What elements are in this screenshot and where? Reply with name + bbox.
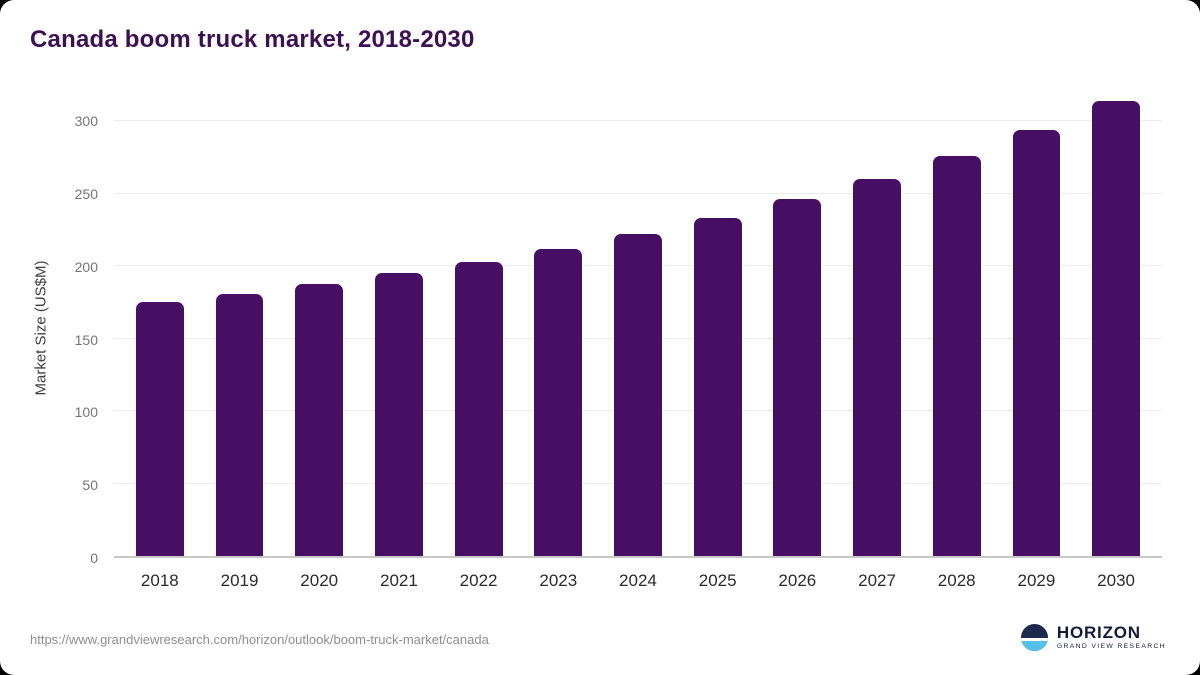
x-axis-tick-label: 2023 xyxy=(539,571,578,590)
bar-2018 xyxy=(135,302,184,556)
y-axis-title-text: Market Size (US$M) xyxy=(32,260,50,396)
y-axis-title: Market Size (US$M) xyxy=(26,98,56,558)
bar-2021 xyxy=(375,273,423,556)
bar-slot xyxy=(758,98,838,556)
bar-slot xyxy=(598,98,678,556)
bar-slot xyxy=(439,98,519,556)
bar-slot xyxy=(917,98,997,556)
y-axis-tick-label: 0 xyxy=(90,550,98,566)
bar-2027 xyxy=(853,179,901,556)
y-axis-tick-label: 200 xyxy=(74,258,98,275)
x-axis-tick-label: 2027 xyxy=(858,571,896,590)
y-axis-tick-labels: 0 50 100 150 200 250 300 xyxy=(56,98,114,566)
y-axis-tick-label: 150 xyxy=(74,331,98,348)
x-axis-tick-label: 2025 xyxy=(698,571,737,590)
x-axis-tick-label: 2019 xyxy=(220,571,259,590)
x-axis-tick-label: 2018 xyxy=(140,571,179,590)
logo-name: HORIZON xyxy=(1056,623,1141,643)
y-axis-tick-label: 100 xyxy=(74,404,98,421)
bar-slot xyxy=(518,98,598,556)
bar-2020 xyxy=(295,283,344,556)
gridline xyxy=(114,120,1162,122)
x-axis-tick-label: 2024 xyxy=(619,571,657,590)
x-axis-tick-label: 2028 xyxy=(937,571,976,590)
bar-2029 xyxy=(1012,129,1061,556)
bar-slot xyxy=(1076,98,1156,556)
bar-2030 xyxy=(1092,100,1140,556)
bar-slot xyxy=(997,98,1077,556)
bar-2024 xyxy=(614,234,662,556)
logo-subtitle: GRAND VIEW RESEARCH xyxy=(1056,643,1166,651)
x-axis-tick-label: 2020 xyxy=(300,571,339,590)
bar-2022 xyxy=(454,261,503,556)
x-axis-tick-label: 2021 xyxy=(379,571,418,590)
bar-slot xyxy=(279,98,359,556)
y-axis-tick-label: 250 xyxy=(74,186,98,203)
bar-2026 xyxy=(773,199,822,556)
bar-slot xyxy=(837,98,917,556)
x-axis-tick-labels: 2018 2019 2020 2021 2022 2023 2024 2025 2026 2027… xyxy=(114,558,1162,591)
y-axis-tick-label: 300 xyxy=(74,113,98,130)
bar-2025 xyxy=(693,218,742,556)
source-url: https://www.grandviewresearch.com/horizo… xyxy=(30,632,489,647)
bar-slot xyxy=(120,98,200,556)
gridline xyxy=(114,192,1162,194)
bar-2023 xyxy=(534,248,583,556)
x-axis-tick-label: 2029 xyxy=(1017,571,1056,590)
horizon-logo: HORIZON GRAND VIEW RESEARCH xyxy=(1020,624,1166,651)
bar-2028 xyxy=(932,155,981,556)
horizon-logo-icon xyxy=(1020,624,1048,651)
plot-area xyxy=(114,98,1162,558)
bar-slot xyxy=(359,98,439,556)
bar-2019 xyxy=(215,293,264,556)
bar-series xyxy=(114,98,1162,556)
horizon-logo-text: HORIZON GRAND VIEW RESEARCH xyxy=(1057,624,1166,651)
x-axis-tick-label: 2030 xyxy=(1097,571,1135,590)
x-axis-tick-label: 2026 xyxy=(778,571,817,590)
bar-chart: Market Size (US$M) 0 50 100 150 200 250 300 20… xyxy=(26,98,1162,591)
x-axis-tick-label: 2022 xyxy=(459,571,498,590)
y-axis-tick-label: 50 xyxy=(82,477,98,494)
bar-slot xyxy=(678,98,758,556)
chart-title: Canada boom truck market, 2018-2030 xyxy=(30,26,475,53)
bar-slot xyxy=(200,98,280,556)
